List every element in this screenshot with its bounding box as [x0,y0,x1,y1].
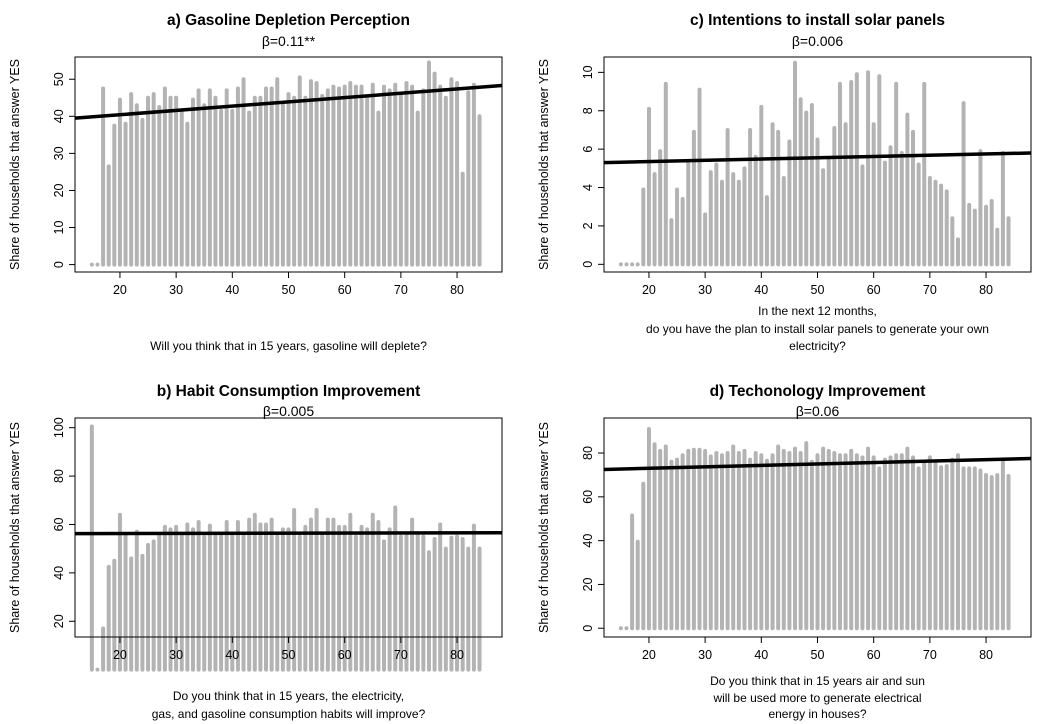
x-tick-label: 20 [113,283,127,297]
y-axis-label: Share of households that answer YES [537,422,551,633]
trend-line [603,456,1032,472]
chart-panel-1: a) Gasoline Depletion Perception β=0.11**… [8,12,503,353]
x-tick-label: 30 [698,283,712,297]
bar-point [618,262,623,267]
chart-subtitle: β=0.11** [262,33,316,49]
x-axis-label: Will you think that in 15 years, gasolin… [150,339,427,353]
x-axis-label: energy in houses? [768,707,866,721]
chart-subtitle: β=0.006 [792,33,843,49]
x-tick-label: 20 [113,648,127,662]
y-tick-label: 20 [52,183,66,197]
y-tick-label: 40 [52,109,66,123]
chart-panel-4: d) Techonology Improvement β=0.06 20 30 40 50… [537,383,1032,721]
x-tick-label: 70 [923,283,937,297]
y-tick-label: 10 [52,221,66,235]
y-tick-label: 0 [581,261,595,268]
bar-point [624,626,629,631]
x-tick-label: 70 [923,648,937,662]
y-tick-label: 100 [52,417,66,438]
y-tick-label: 20 [52,614,66,628]
chart-title: c) Intentions to install solar panels [690,12,945,29]
y-tick-label: 30 [52,146,66,160]
chart-panel-3: b) Habit Consumption Improvement β=0.005 2… [8,383,503,721]
y-axis-label: Share of households that answer YES [8,59,22,270]
bar-point [635,262,640,267]
y-tick-label: 0 [581,625,595,632]
y-tick-label: 60 [52,517,66,531]
y-tick-label: 8 [581,107,595,114]
chart-title: b) Habit Consumption Improvement [157,383,421,400]
x-tick-label: 80 [979,283,993,297]
bar-point [618,626,623,631]
trend-line [603,151,1032,165]
x-tick-label: 30 [169,648,183,662]
bar-point [95,262,100,267]
y-tick-label: 6 [581,146,595,153]
x-axis-label: do you have the plan to install solar pa… [646,322,989,336]
x-tick-label: 80 [450,648,464,662]
y-tick-label: 10 [581,65,595,79]
bar-point [624,262,629,267]
y-tick-label: 2 [581,222,595,229]
y-axis-label: Share of households that answer YES [537,59,551,270]
x-axis-label: gas, and gasoline consumption habits wil… [152,707,426,721]
x-tick-label: 40 [754,648,768,662]
trend-line [74,83,503,120]
x-tick-label: 80 [979,648,993,662]
y-tick-label: 0 [52,261,66,268]
chart-subtitle: β=0.005 [263,403,314,419]
x-tick-label: 60 [867,283,881,297]
x-tick-label: 80 [450,283,464,297]
x-tick-label: 50 [811,648,825,662]
trend-line [74,530,503,536]
x-tick-label: 50 [811,283,825,297]
x-tick-label: 60 [338,283,352,297]
y-tick-label: 80 [52,469,66,483]
chart-subtitle: β=0.06 [796,403,840,419]
y-axis-label: Share of households that answer YES [8,422,22,633]
y-tick-label: 60 [581,490,595,504]
x-tick-label: 40 [225,648,239,662]
x-tick-label: 70 [394,648,408,662]
x-axis-label: In the next 12 months, [758,304,877,318]
y-tick-label: 50 [52,72,66,86]
y-tick-label: 40 [52,566,66,580]
chart-title: d) Techonology Improvement [710,383,926,400]
x-axis-label: will be used more to generate electrical [712,691,921,705]
y-tick-label: 4 [581,184,595,191]
x-axis-label: Do you think that in 15 years air and su… [710,674,925,688]
bar-point [95,667,100,672]
x-tick-label: 20 [642,648,656,662]
x-tick-label: 70 [394,283,408,297]
x-tick-label: 20 [642,283,656,297]
x-tick-label: 50 [282,648,296,662]
x-tick-label: 30 [698,648,712,662]
x-tick-label: 60 [867,648,881,662]
x-tick-label: 40 [225,283,239,297]
bar-point [630,262,635,267]
x-tick-label: 30 [169,283,183,297]
chart-title: a) Gasoline Depletion Perception [167,12,410,29]
x-tick-label: 60 [338,648,352,662]
x-axis-label: electricity? [789,339,846,353]
x-tick-label: 40 [754,283,768,297]
y-tick-label: 40 [581,534,595,548]
x-axis-label: Do you think that in 15 years, the elect… [173,689,404,703]
bar-point [89,262,94,267]
y-tick-label: 80 [581,446,595,460]
x-tick-label: 50 [282,283,296,297]
chart-panel-2: c) Intentions to install solar panels β=0… [537,12,1032,353]
y-tick-label: 20 [581,577,595,591]
